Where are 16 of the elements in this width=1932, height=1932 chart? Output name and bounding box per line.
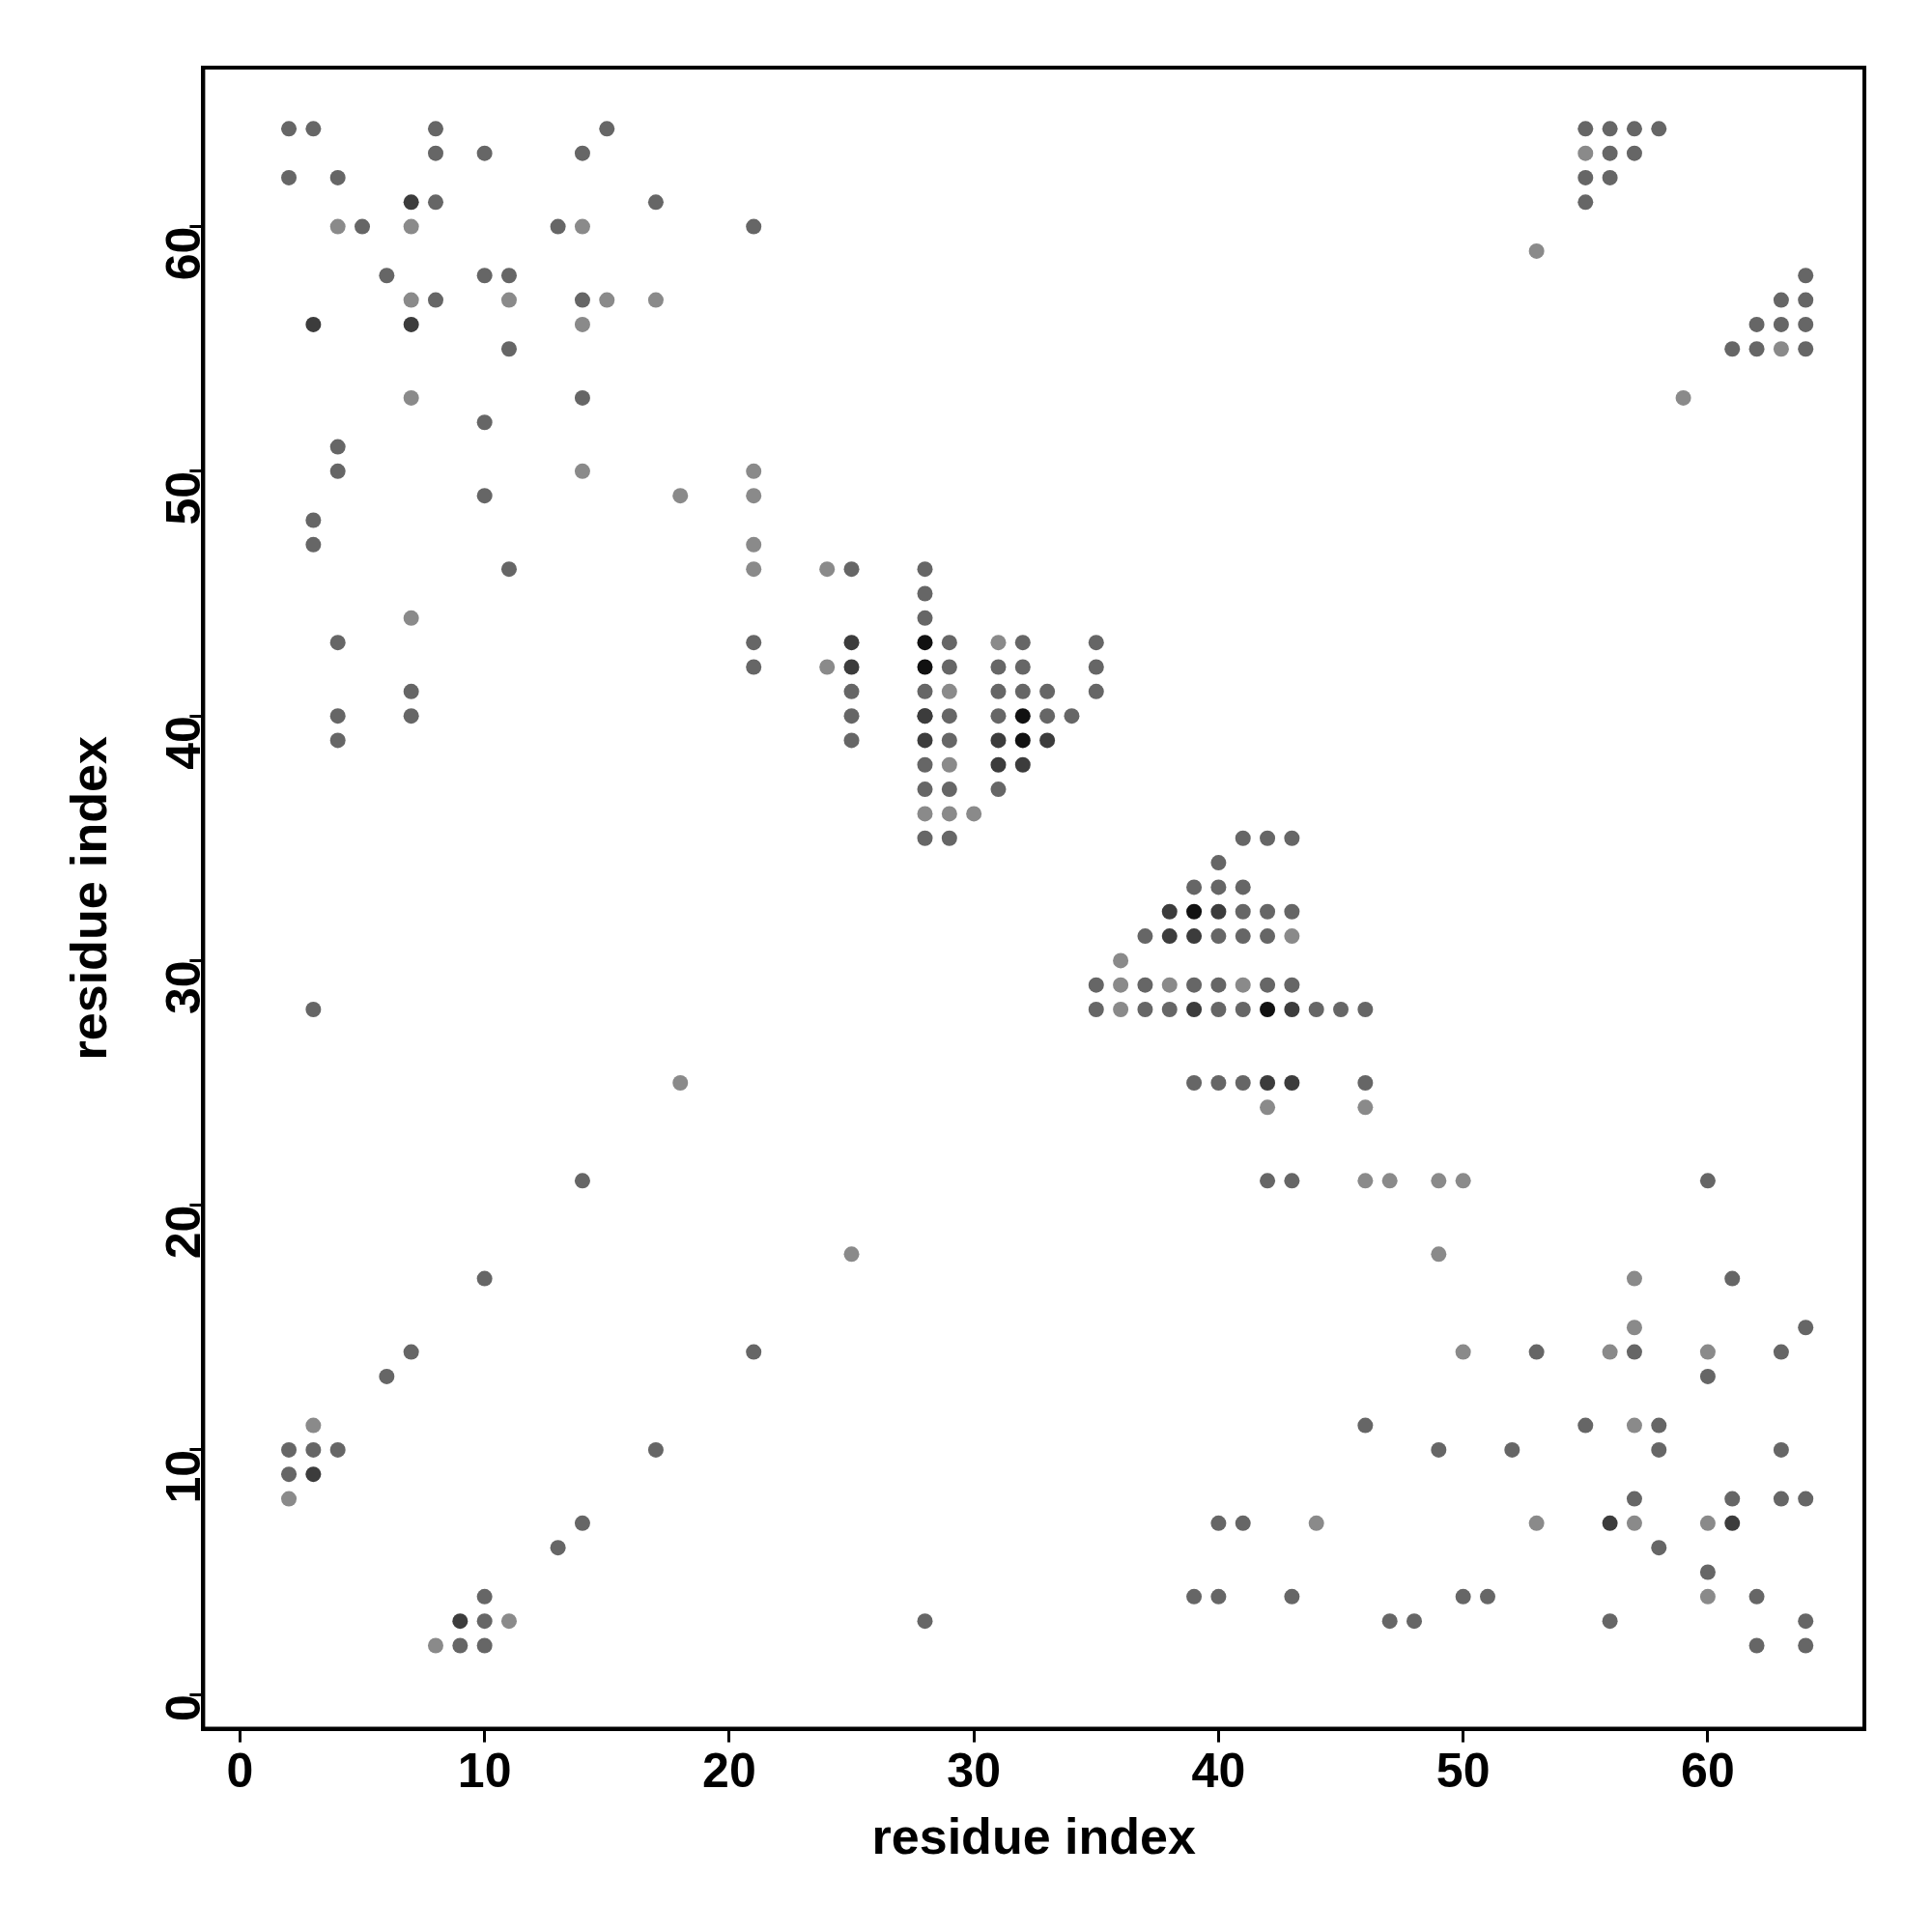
y-tick-label: 40 <box>156 716 212 770</box>
x-tick-label: 0 <box>226 1744 254 1799</box>
y-tick-label: 0 <box>156 1694 212 1721</box>
x-tick-label: 40 <box>1191 1744 1246 1799</box>
y-tick-label: 30 <box>156 960 212 1014</box>
y-tick-label: 10 <box>156 1449 212 1504</box>
y-axis-title: residue index <box>60 736 117 1061</box>
y-tick-label: 20 <box>156 1205 212 1260</box>
x-tick-label: 20 <box>702 1744 756 1799</box>
y-tick-label: 50 <box>156 470 212 526</box>
y-tick-label: 60 <box>156 226 212 281</box>
x-tick-label: 30 <box>947 1744 1001 1799</box>
x-axis-title: residue index <box>871 1808 1196 1865</box>
x-tick-label: 50 <box>1435 1744 1491 1799</box>
x-tick-label: 60 <box>1681 1744 1735 1799</box>
x-tick-label: 10 <box>457 1744 512 1799</box>
